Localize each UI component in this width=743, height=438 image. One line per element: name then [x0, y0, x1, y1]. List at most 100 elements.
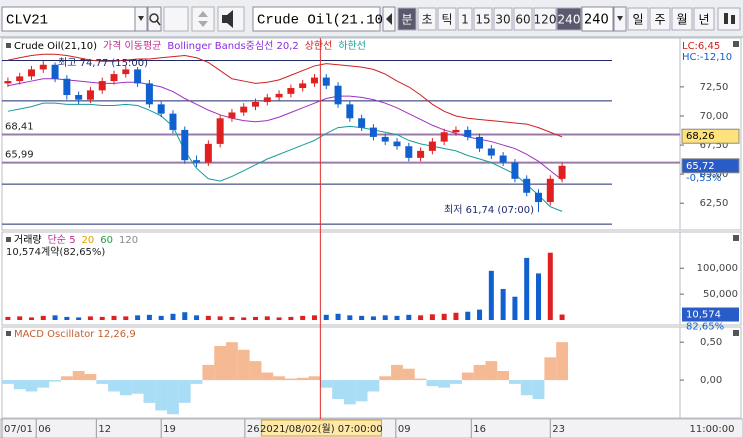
- cursor-label: 2021/08/02(월) 07:00:00: [260, 423, 383, 435]
- range-button[interactable]: [693, 7, 715, 31]
- symbol-input[interactable]: [1, 6, 136, 32]
- spin-button[interactable]: [191, 6, 215, 32]
- legend-entry: 거래량: [14, 234, 42, 246]
- candle-body: [511, 162, 519, 179]
- x-tick-label: 23: [552, 424, 565, 435]
- name-box: [252, 6, 381, 32]
- chart-type-icon: [724, 13, 728, 24]
- macd-bar: [343, 380, 356, 405]
- range-label[interactable]: 일: [632, 13, 643, 27]
- volume-bar: [488, 270, 494, 320]
- candle-body: [275, 93, 283, 98]
- range-label[interactable]: 년: [698, 13, 709, 27]
- macd-bar: [119, 380, 132, 396]
- period-button[interactable]: [417, 7, 437, 31]
- candle-body: [122, 69, 130, 75]
- candle-body: [39, 64, 47, 70]
- candle-body: [405, 146, 413, 158]
- macd-bar: [367, 380, 380, 392]
- volume-bar: [418, 315, 424, 320]
- volume-bar: [205, 315, 211, 320]
- volume-bar: [536, 273, 542, 320]
- panel-close-icon: [733, 41, 739, 47]
- period-button[interactable]: [473, 7, 493, 31]
- period-label[interactable]: 60: [515, 13, 530, 27]
- macd-bar: [167, 380, 179, 415]
- candle-body: [299, 83, 307, 89]
- volume-bar: [17, 316, 23, 320]
- macd-bar: [226, 342, 238, 381]
- range-label[interactable]: 월: [676, 13, 687, 27]
- volume-bar: [194, 315, 200, 320]
- macd-bar: [450, 380, 462, 384]
- macd-bar: [96, 380, 109, 384]
- volume-bar: [217, 316, 223, 320]
- period-button[interactable]: [556, 7, 582, 31]
- period-label[interactable]: 240: [558, 13, 581, 27]
- range-label[interactable]: 주: [654, 13, 665, 27]
- macd-bar: [296, 377, 309, 381]
- period-button[interactable]: [493, 7, 513, 31]
- period-label[interactable]: 틱: [441, 13, 452, 27]
- chart-type-button[interactable]: [717, 7, 741, 31]
- candle-body: [334, 85, 342, 105]
- symbol-text[interactable]: CLV21: [6, 13, 48, 29]
- macd-bar: [37, 380, 50, 388]
- period-label[interactable]: 30: [495, 13, 510, 27]
- macd-bar: [544, 357, 557, 381]
- price-marker-label: 68,26: [686, 131, 715, 142]
- candle-body: [523, 178, 531, 193]
- period-button[interactable]: [437, 7, 457, 31]
- range-button[interactable]: [649, 7, 671, 31]
- period-input[interactable]: [581, 6, 614, 32]
- candle-body: [228, 112, 236, 119]
- y-tick-label: 100,000: [697, 263, 738, 274]
- dropdown-arrow: [617, 16, 623, 21]
- period-button[interactable]: [397, 7, 417, 31]
- candle-body: [322, 77, 330, 86]
- range-button[interactable]: [627, 7, 649, 31]
- macd-bar: [509, 380, 521, 384]
- candle-body: [558, 165, 566, 179]
- x-tick-label: 19: [163, 424, 176, 435]
- volume-bar: [288, 316, 294, 320]
- period-label[interactable]: 15: [475, 13, 490, 27]
- period-button[interactable]: [513, 7, 533, 31]
- search-button[interactable]: [147, 6, 162, 32]
- candle-body: [358, 118, 366, 128]
- macd-bar: [461, 372, 474, 381]
- macd-bar: [13, 380, 26, 390]
- period-input-text[interactable]: 240: [584, 13, 609, 28]
- legend-icon: [6, 43, 11, 48]
- volume-info: 10,574계약(82,65%): [6, 246, 105, 258]
- period-label[interactable]: 초: [421, 13, 432, 27]
- macd-bar: [485, 361, 498, 381]
- period-label[interactable]: 1: [461, 13, 469, 27]
- period-button[interactable]: [533, 7, 557, 31]
- range-button[interactable]: [671, 7, 693, 31]
- macd-bar: [249, 361, 262, 381]
- instrument-name: Crude Oil(21.10: [257, 13, 383, 29]
- y-tick-label: 70,00: [700, 111, 729, 122]
- search-icon: [156, 20, 161, 26]
- lc-label: LC:6,45: [682, 41, 720, 52]
- y-tick-label: 0,00: [700, 375, 722, 386]
- macd-bar: [497, 370, 510, 381]
- macd-bar: [308, 376, 321, 381]
- volume-bar: [465, 311, 471, 320]
- link-button[interactable]: [163, 6, 189, 32]
- volume-bar: [276, 317, 282, 320]
- legend-icon: [6, 331, 11, 336]
- level-label: 65,99: [5, 150, 34, 161]
- period-label[interactable]: 120: [534, 13, 557, 27]
- volume-bar: [311, 315, 317, 320]
- candle-body: [145, 83, 153, 105]
- change-label: -0,53%: [686, 173, 721, 184]
- sound-icon: [222, 10, 233, 28]
- volume-bar: [99, 316, 105, 320]
- volume-bar: [429, 314, 435, 320]
- x-tick-label: 16: [473, 424, 486, 435]
- candle-body: [252, 102, 260, 107]
- period-label[interactable]: 분: [401, 13, 412, 27]
- period-button[interactable]: [457, 7, 473, 31]
